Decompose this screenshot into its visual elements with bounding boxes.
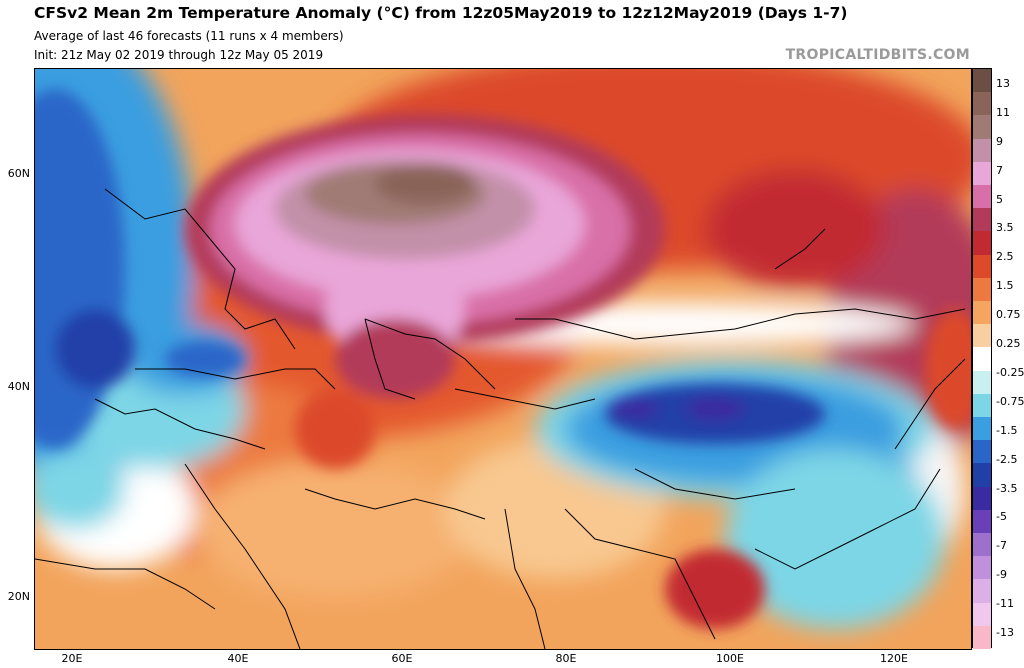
colorbar-swatch [973,92,991,116]
intense-anomaly-layers [35,89,971,629]
colorbar-label: 5 [996,192,1003,206]
lat-label-60n: 60N [7,167,30,180]
coastlines [35,188,966,649]
colorbar-label: 1.5 [996,279,1014,293]
colorbar-label: 0.75 [996,308,1021,322]
colorbar-label: -13 [996,626,1014,639]
colorbar-swatch [973,185,991,209]
colorbar-label: -5 [996,510,1007,524]
colorbar-label: 9 [996,134,1003,148]
colorbar-label: 13 [996,77,1010,90]
lon-label-40e: 40E [227,652,249,665]
lon-label-120e: 120E [880,652,908,665]
colorbar-swatch [973,417,991,441]
colorbar-swatch [973,347,991,372]
colorbar-swatch [973,509,991,534]
colorbar-swatch [973,324,991,348]
lon-label-80e: 80E [555,652,577,665]
colorbar-swatch [973,370,991,395]
colorbar-swatch [973,301,991,325]
map-subtitle-init: Init: 21z May 02 2019 through 12z May 05… [34,48,324,62]
colorbar-swatch [973,138,991,163]
colorbar-swatch [973,69,991,93]
map-subtitle-forecasts: Average of last 46 forecasts (11 runs x … [34,29,344,43]
colorbar-label: 0.25 [996,337,1021,351]
colorbar-swatch [973,161,991,186]
colorbar-swatch [973,115,991,140]
colorbar-swatch [973,463,991,488]
lon-label-20e: 20E [61,652,83,665]
colorbar-swatch [973,254,991,279]
lon-label-60e: 60E [391,652,413,665]
anomaly-map [34,68,972,650]
colorbar-label: -9 [996,568,1007,582]
colorbar-label: 2.5 [996,250,1014,264]
colorbar-swatch [973,486,991,511]
map-title: CFSv2 Mean 2m Temperature Anomaly (°C) f… [34,4,848,22]
colorbar-label: -0.75 [996,394,1024,408]
lat-label-20n: 20N [7,590,30,603]
lat-label-40n: 40N [7,380,30,393]
colorbar-swatch [973,393,991,418]
lon-label-100e: 100E [716,652,744,665]
colorbar-label: -7 [996,539,1007,553]
colorbar-label: 7 [996,163,1003,177]
colorbar-swatch [973,440,991,464]
colorbar-swatch [973,625,991,650]
anomaly-field [35,69,971,649]
colorbar-swatch [973,208,991,232]
colorbar [972,68,992,650]
colorbar-label: 3.5 [996,221,1014,235]
colorbar-label: 11 [996,105,1010,119]
colorbar-label: -1.5 [996,423,1018,437]
colorbar-label: -0.25 [996,365,1024,379]
brand-watermark: TROPICALTIDBITS.COM [785,47,970,63]
colorbar-label: -3.5 [996,481,1018,495]
colorbar-swatch [973,277,991,302]
colorbar-swatch [973,231,991,256]
colorbar-swatch [973,556,991,580]
colorbar-label: -2.5 [996,452,1018,466]
colorbar-label: -11 [996,597,1014,611]
colorbar-swatch [973,579,991,604]
colorbar-swatch [973,533,991,557]
colorbar-swatch [973,602,991,627]
